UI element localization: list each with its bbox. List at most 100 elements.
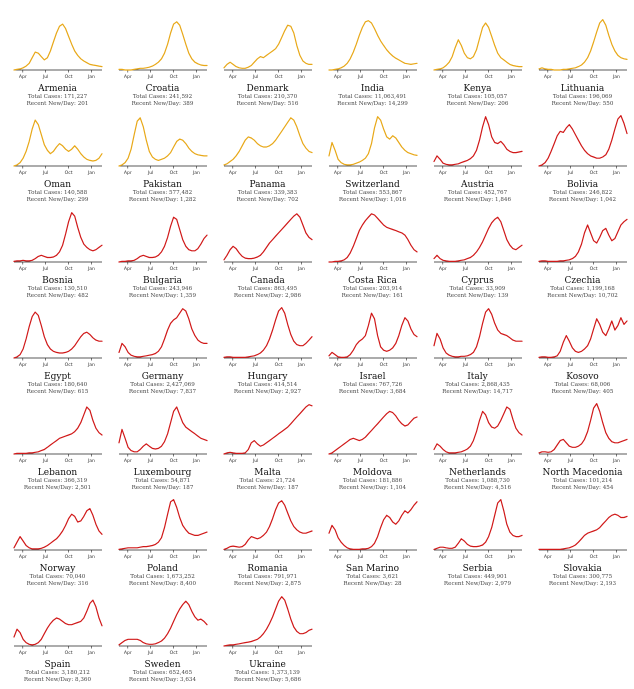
x-tick-label: Jan xyxy=(297,362,305,368)
line-chart: Apr Jul Oct Jan xyxy=(328,410,418,464)
x-tick-label: Oct xyxy=(275,554,283,560)
x-tick-label: Jan xyxy=(612,362,620,368)
recent-new-per-day-label: Recent New/Day: 28 xyxy=(343,581,402,587)
country-title: Kosovo xyxy=(566,372,599,382)
x-tick-label: Apr xyxy=(124,74,132,80)
country-title: Canada xyxy=(250,276,285,286)
line-chart: Apr Jul Oct Jan xyxy=(13,599,103,656)
x-tick-label: Jul xyxy=(252,266,259,272)
recent-new-per-day-label: Recent New/Day: 405 xyxy=(551,389,614,395)
x-tick-label: Jan xyxy=(192,170,200,176)
total-cases-label: Total Cases: 130,510 xyxy=(27,286,88,292)
x-tick-label: Apr xyxy=(229,362,237,368)
x-tick-label: Oct xyxy=(65,650,73,656)
recent-new-per-day-label: Recent New/Day: 161 xyxy=(341,293,404,299)
country-chart-panel: Apr Jul Oct Jan Serbia Total Cases: 449,901 Re… xyxy=(426,488,529,593)
line-chart: Apr Jul Oct Jan xyxy=(328,213,418,272)
x-tick-label: Oct xyxy=(170,458,178,464)
country-chart-panel: Apr Jul Oct Jan Spain Total Cases: 3,180,212 R… xyxy=(6,584,109,689)
total-cases-label: Total Cases: 68,006 xyxy=(554,382,611,388)
country-title: Italy xyxy=(467,372,488,382)
country-title: Lebanon xyxy=(37,468,78,478)
x-tick-label: Jul xyxy=(147,170,154,176)
x-tick-label: Apr xyxy=(544,266,552,272)
line-chart: Apr Jul Oct Jan xyxy=(118,600,208,656)
total-cases-label: Total Cases: 414,514 xyxy=(237,382,298,388)
country-chart-panel: Apr Jul Oct Jan Romania Total Cases: 791,971 R… xyxy=(216,488,319,593)
total-cases-label: Total Cases: 553,867 xyxy=(342,190,403,196)
x-tick-label: Apr xyxy=(229,266,237,272)
x-tick-label: Jan xyxy=(507,74,515,80)
country-title: Bolivia xyxy=(566,180,599,190)
total-cases-label: Total Cases: 203,914 xyxy=(342,286,403,292)
x-tick-label: Oct xyxy=(65,458,73,464)
x-tick-label: Oct xyxy=(65,74,73,80)
line-chart: Apr Jul Oct Jan xyxy=(13,119,103,176)
total-cases-label: Total Cases: 452,767 xyxy=(447,190,508,196)
recent-new-per-day-label: Recent New/Day: 389 xyxy=(131,101,194,107)
x-tick-label: Apr xyxy=(544,362,552,368)
country-title: Armenia xyxy=(38,84,77,94)
x-tick-label: Jan xyxy=(87,266,95,272)
series-line xyxy=(433,116,523,166)
x-tick-label: Jul xyxy=(462,458,469,464)
x-tick-label: Jan xyxy=(612,554,620,560)
country-chart-panel: Apr Jul Oct Jan North Macedonia Total Cases: … xyxy=(531,392,634,497)
x-tick-label: Jan xyxy=(87,554,95,560)
line-chart: Apr Jul Oct Jan xyxy=(223,307,313,368)
line-chart: Apr Jul Oct Jan xyxy=(13,508,103,560)
x-tick-label: Apr xyxy=(19,650,27,656)
total-cases-label: Total Cases: 140,588 xyxy=(27,190,88,196)
x-tick-label: Jan xyxy=(507,458,515,464)
x-tick-label: Jul xyxy=(357,74,364,80)
x-tick-label: Jul xyxy=(147,458,154,464)
line-chart: Apr Jul Oct Jan xyxy=(328,501,418,560)
recent-new-per-day-label: Recent New/Day: 7,837 xyxy=(128,389,197,395)
series-line xyxy=(118,21,208,71)
x-tick-label: Jul xyxy=(462,266,469,272)
country-chart-panel: Apr Jul Oct Jan Lithuania Total Cases: 196,06… xyxy=(531,8,634,113)
x-tick-label: Oct xyxy=(65,362,73,368)
series-line xyxy=(433,308,523,358)
x-tick-label: Oct xyxy=(65,266,73,272)
country-chart-panel: Apr Jul Oct Jan Moldova Total Cases: 181,886 R… xyxy=(321,392,424,497)
x-tick-label: Apr xyxy=(19,554,27,560)
x-tick-label: Jan xyxy=(612,266,620,272)
x-tick-label: Apr xyxy=(334,170,342,176)
x-tick-label: Oct xyxy=(170,650,178,656)
x-tick-label: Oct xyxy=(65,554,73,560)
total-cases-label: Total Cases: 652,465 xyxy=(132,670,193,676)
country-chart-panel: Apr Jul Oct Jan Switzerland Total Cases: 553,… xyxy=(321,104,424,209)
x-tick-label: Oct xyxy=(275,266,283,272)
recent-new-per-day-label: Recent New/Day: 615 xyxy=(26,389,89,395)
series-line xyxy=(223,24,313,69)
x-tick-label: Apr xyxy=(544,170,552,176)
recent-new-per-day-label: Recent New/Day: 2,193 xyxy=(548,581,617,587)
country-title: San Marino xyxy=(345,564,400,574)
country-title: Bulgaria xyxy=(143,276,182,286)
recent-new-per-day-label: Recent New/Day: 8,360 xyxy=(23,677,92,683)
line-chart: Apr Jul Oct Jan xyxy=(13,311,103,368)
country-title: Hungary xyxy=(247,372,288,382)
total-cases-label: Total Cases: 2,868,435 xyxy=(445,382,510,388)
series-line xyxy=(328,116,418,166)
x-tick-label: Apr xyxy=(19,362,27,368)
series-line xyxy=(118,308,208,358)
country-title: Austria xyxy=(460,180,495,190)
country-title: Serbia xyxy=(462,564,493,574)
x-tick-label: Apr xyxy=(439,74,447,80)
x-tick-label: Oct xyxy=(485,266,493,272)
country-title: Sweden xyxy=(144,660,181,670)
x-tick-label: Jan xyxy=(507,554,515,560)
x-tick-label: Jul xyxy=(357,170,364,176)
recent-new-per-day-label: Recent New/Day: 2,979 xyxy=(443,581,512,587)
series-line xyxy=(328,20,418,71)
series-line xyxy=(118,499,208,550)
recent-new-per-day-label: Recent New/Day: 2,875 xyxy=(233,581,302,587)
country-chart-panel: Apr Jul Oct Jan Cyprus Total Cases: 33,909 Rec… xyxy=(426,200,529,305)
country-chart-panel: Apr Jul Oct Jan Slovakia Total Cases: 300,775… xyxy=(531,488,634,593)
line-chart: Apr Jul Oct Jan xyxy=(433,308,523,368)
country-title: Norway xyxy=(39,564,76,574)
recent-new-per-day-label: Recent New/Day: 299 xyxy=(26,197,89,203)
x-tick-label: Jan xyxy=(612,74,620,80)
